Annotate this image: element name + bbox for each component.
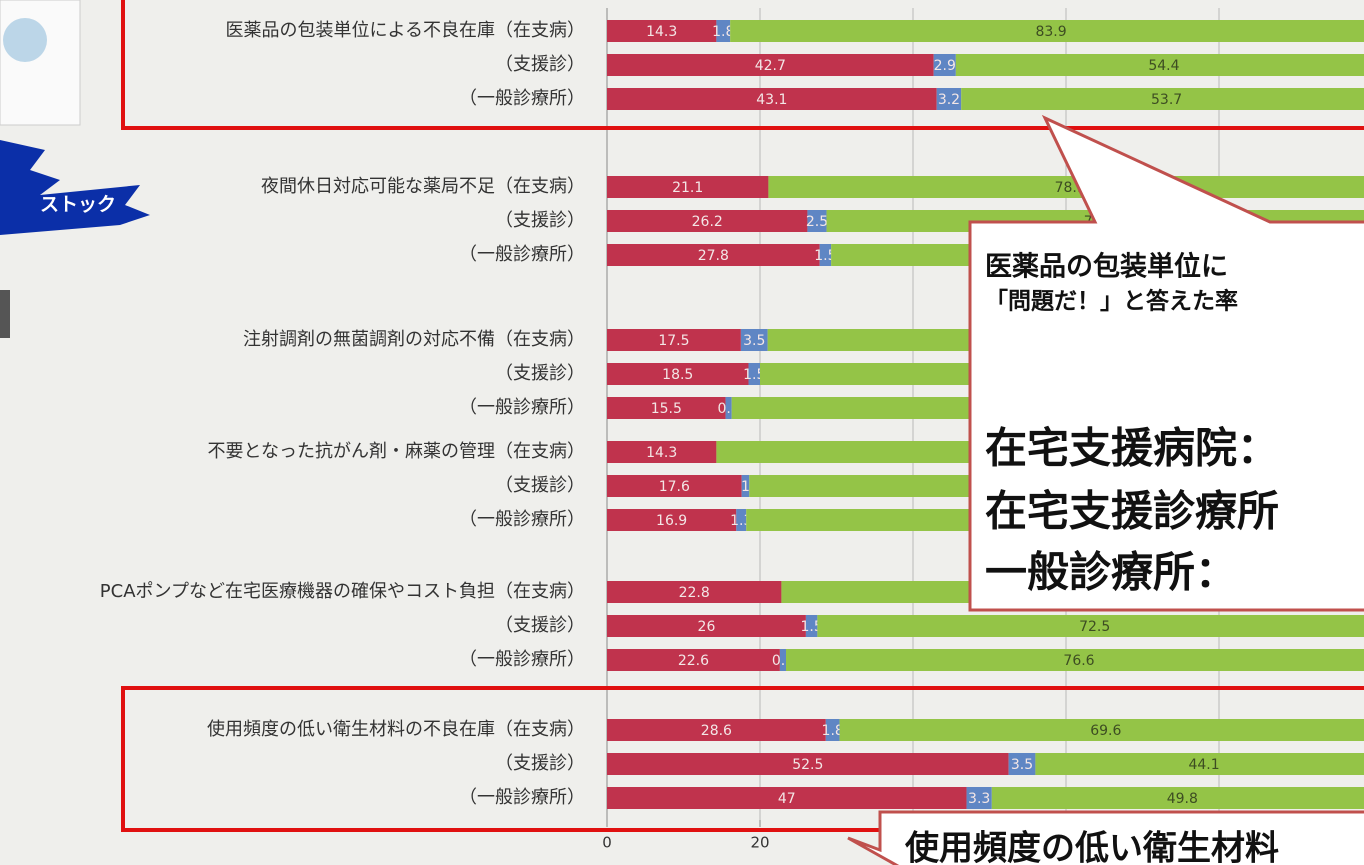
value-label: 17.6 [659,479,690,495]
value-label: 14.3 [646,445,677,461]
value-label: 43.1 [756,92,787,108]
callout-text: 在宅支援病院： [985,424,1279,473]
value-label: 21.1 [672,180,703,196]
value-label: 83.9 [1035,24,1066,40]
value-label: 22.6 [678,653,709,669]
value-label: 22.8 [679,585,710,601]
category-label: （支援診） [495,210,585,231]
category-label: （支援診） [495,363,585,384]
value-label: 15.5 [651,401,682,417]
thumbnail [0,0,80,125]
category-label: PCAポンプなど在宅医療機器の確保やコスト負担（在支病） [100,581,585,602]
value-label: 54.4 [1148,58,1179,74]
chart: ストック 020406080100医薬品の包装単位による不良在庫（在支病）14.… [0,0,1364,865]
value-label: 49.8 [1167,791,1198,807]
value-label: 44.1 [1188,757,1219,773]
category-label: 使用頻度の低い衛生材料の不良在庫（在支病） [207,719,585,740]
value-label: 72.5 [1079,619,1110,635]
category-label: 注射調剤の無菌調剤の対応不備（在支病） [243,329,585,350]
value-label: 27.8 [698,248,729,264]
callout-text: 使用頻度の低い衛生材料 [904,829,1279,865]
value-label: 2.5 [806,214,828,230]
value-label: 26 [698,619,716,635]
value-label: 47 [778,791,796,807]
category-label: （一般診療所） [459,509,585,530]
x-tick-label: 20 [750,834,769,852]
banner-text: ストック [40,194,116,216]
value-label: 53.7 [1151,92,1182,108]
value-label: 16.9 [656,513,687,529]
value-label: 14.3 [646,24,677,40]
callout-text: 医薬品の包装単位に [985,251,1228,283]
category-label: （支援診） [495,475,585,496]
callout-text: 一般診療所： [985,548,1237,597]
value-label: 3.5 [1011,757,1033,773]
category-label: （一般診療所） [459,397,585,418]
callout-text: 「問題だ！」と答えた率 [985,288,1238,315]
category-label: （支援診） [495,54,585,75]
value-label: 76.6 [1063,653,1094,669]
value-label: 1 [741,479,750,495]
value-label: 26.2 [692,214,723,230]
background-layer: ストック [0,0,150,338]
banner [0,140,150,235]
category-label: （一般診療所） [459,88,585,109]
callout-text: 在宅支援診療所 [985,487,1279,536]
value-label: 18.5 [662,367,693,383]
category-label: 夜間休日対応可能な薬局不足（在支病） [261,176,585,197]
value-label: 17.5 [658,333,689,349]
thumbnail-icon [3,18,47,62]
value-label: 3.5 [743,333,765,349]
page: ストック 020406080100医薬品の包装単位による不良在庫（在支病）14.… [0,0,1364,865]
category-label: （支援診） [495,615,585,636]
value-label: 42.7 [755,58,786,74]
value-label: 2.9 [934,58,956,74]
category-label: （一般診療所） [459,244,585,265]
bracket [0,290,10,338]
value-label: 3.2 [938,92,960,108]
x-tick-label: 0 [602,834,612,852]
value-label: 28.6 [701,723,732,739]
value-label: 69.6 [1090,723,1121,739]
value-label: 52.5 [792,757,823,773]
category-label: 医薬品の包装単位による不良在庫（在支病） [226,20,585,41]
category-label: （一般診療所） [459,649,585,670]
category-label: （支援診） [495,753,585,774]
category-label: 不要となった抗がん剤・麻薬の管理（在支病） [208,441,585,462]
value-label: 3.3 [968,791,990,807]
category-label: （一般診療所） [459,787,585,808]
